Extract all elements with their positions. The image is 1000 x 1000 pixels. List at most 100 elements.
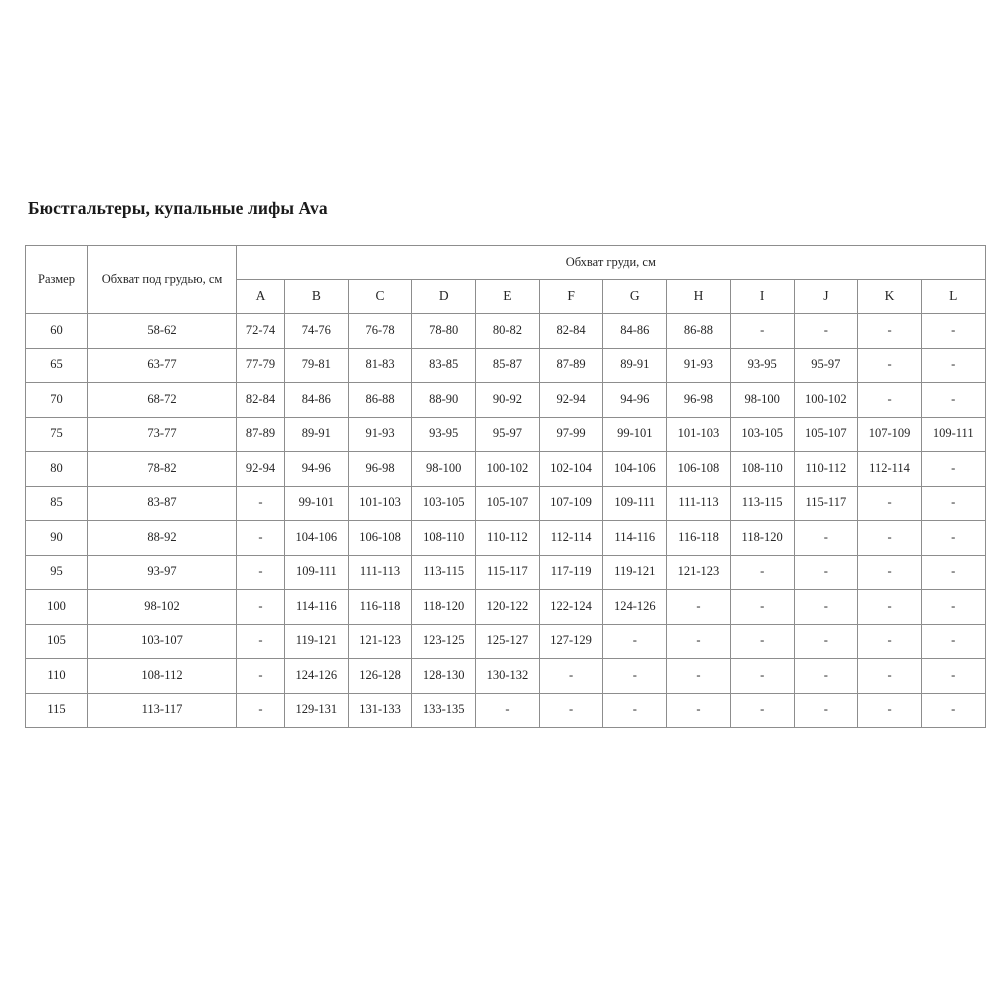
cell-bust-l: - xyxy=(920,623,986,659)
cell-bust-h: - xyxy=(666,589,731,625)
cell-bust-a: 87-89 xyxy=(236,416,285,452)
cell-bust-a: 82-84 xyxy=(236,382,285,418)
cell-bust-b: 74-76 xyxy=(284,313,349,349)
cell-bust-h: 106-108 xyxy=(666,451,731,487)
cell-bust-b: 79-81 xyxy=(284,347,349,383)
column-header-cup-e: E xyxy=(475,279,540,314)
column-header-cup-l: L xyxy=(920,279,986,314)
cell-bust-i: - xyxy=(729,313,795,349)
cell-bust-d: 118-120 xyxy=(411,589,477,625)
cell-bust-e: 130-132 xyxy=(475,658,540,694)
cell-bust-l: - xyxy=(920,347,986,383)
cell-size: 60 xyxy=(25,313,88,349)
cell-bust-g: - xyxy=(602,692,668,728)
cell-bust-d: 83-85 xyxy=(411,347,477,383)
cell-bust-l: - xyxy=(920,658,986,694)
cell-bust-e: 90-92 xyxy=(475,382,540,418)
cell-underbust: 63-77 xyxy=(87,347,237,383)
column-header-cup-k: K xyxy=(857,279,922,314)
column-header-underbust: Обхват под грудью, см xyxy=(87,245,237,314)
cell-bust-d: 128-130 xyxy=(411,658,477,694)
column-header-cup-i: I xyxy=(729,279,795,314)
cell-bust-k: - xyxy=(857,589,922,625)
size-chart-table: Размер Обхват под грудью, см Обхват груд… xyxy=(25,245,986,728)
cell-underbust: 113-117 xyxy=(87,692,237,728)
cell-bust-f: 112-114 xyxy=(538,520,604,556)
cell-bust-l: - xyxy=(920,382,986,418)
cell-bust-f: 117-119 xyxy=(538,554,604,590)
cell-bust-g: 84-86 xyxy=(602,313,668,349)
cell-bust-c: 101-103 xyxy=(347,485,413,521)
cell-bust-e: 95-97 xyxy=(475,416,540,452)
cell-size: 65 xyxy=(25,347,88,383)
cell-bust-a: - xyxy=(236,520,285,556)
cell-size: 70 xyxy=(25,382,88,418)
cell-size: 110 xyxy=(25,658,88,694)
cell-bust-k: - xyxy=(857,623,922,659)
cell-bust-c: 126-128 xyxy=(347,658,413,694)
cell-bust-b: 129-131 xyxy=(284,692,349,728)
cell-bust-b: 99-101 xyxy=(284,485,349,521)
cell-bust-f: - xyxy=(538,658,604,694)
cell-bust-k: 107-109 xyxy=(857,416,922,452)
cell-size: 100 xyxy=(25,589,88,625)
cell-bust-b: 119-121 xyxy=(284,623,349,659)
cell-bust-l: - xyxy=(920,589,986,625)
cell-bust-e: 100-102 xyxy=(475,451,540,487)
cell-bust-c: 131-133 xyxy=(347,692,413,728)
cell-bust-a: 72-74 xyxy=(236,313,285,349)
cell-bust-g: 114-116 xyxy=(602,520,668,556)
cell-bust-c: 106-108 xyxy=(347,520,413,556)
cell-bust-g: 94-96 xyxy=(602,382,668,418)
cell-bust-i: - xyxy=(729,554,795,590)
cell-bust-i: 98-100 xyxy=(729,382,795,418)
cell-bust-a: - xyxy=(236,692,285,728)
table-body: 60 58-62 72-74 74-76 76-78 78-80 80-82 82-84 84-… xyxy=(25,313,986,728)
cell-bust-d: 133-135 xyxy=(411,692,477,728)
cell-bust-k: - xyxy=(857,658,922,694)
column-header-cup-c: C xyxy=(347,279,413,314)
column-header-cup-d: D xyxy=(411,279,477,314)
cell-bust-f: 92-94 xyxy=(538,382,604,418)
cell-bust-g: 99-101 xyxy=(602,416,668,452)
cell-bust-f: 127-129 xyxy=(538,623,604,659)
cell-underbust: 78-82 xyxy=(87,451,237,487)
cell-bust-a: 77-79 xyxy=(236,347,285,383)
cell-bust-h: - xyxy=(666,623,731,659)
cell-underbust: 98-102 xyxy=(87,589,237,625)
cell-bust-f: 87-89 xyxy=(538,347,604,383)
cell-bust-g: 89-91 xyxy=(602,347,668,383)
cell-bust-e: 110-112 xyxy=(475,520,540,556)
cell-bust-i: - xyxy=(729,658,795,694)
cell-bust-j: 105-107 xyxy=(793,416,859,452)
cell-bust-j: - xyxy=(793,658,859,694)
table-row: 100 98-102-114-116 116-118 118-120 120-122 12… xyxy=(25,589,986,625)
cell-bust-c: 76-78 xyxy=(347,313,413,349)
cell-bust-b: 94-96 xyxy=(284,451,349,487)
cell-bust-b: 124-126 xyxy=(284,658,349,694)
cell-bust-k: - xyxy=(857,554,922,590)
cell-bust-e: - xyxy=(475,692,540,728)
cell-bust-i: 103-105 xyxy=(729,416,795,452)
cell-bust-c: 116-118 xyxy=(347,589,413,625)
cell-bust-d: 98-100 xyxy=(411,451,477,487)
cell-bust-f: 82-84 xyxy=(538,313,604,349)
cell-bust-l: - xyxy=(920,485,986,521)
cell-bust-g: - xyxy=(602,623,668,659)
cell-underbust: 83-87 xyxy=(87,485,237,521)
cell-bust-b: 84-86 xyxy=(284,382,349,418)
table-row: 80 78-82 92-94 94-96 96-98 98-100 100-102 102-1… xyxy=(25,451,986,487)
cell-size: 115 xyxy=(25,692,88,728)
cell-bust-g: 124-126 xyxy=(602,589,668,625)
cell-bust-i: - xyxy=(729,623,795,659)
column-header-cup-f: F xyxy=(538,279,604,314)
cell-size: 80 xyxy=(25,451,88,487)
column-header-bust-group: Обхват груди, см xyxy=(236,245,986,280)
cell-bust-k: - xyxy=(857,692,922,728)
column-header-cup-h: H xyxy=(666,279,731,314)
cell-bust-j: 110-112 xyxy=(793,451,859,487)
cell-bust-k: - xyxy=(857,520,922,556)
cell-bust-d: 103-105 xyxy=(411,485,477,521)
header-row-top: Размер Обхват под грудью, см Обхват груд… xyxy=(25,245,986,314)
